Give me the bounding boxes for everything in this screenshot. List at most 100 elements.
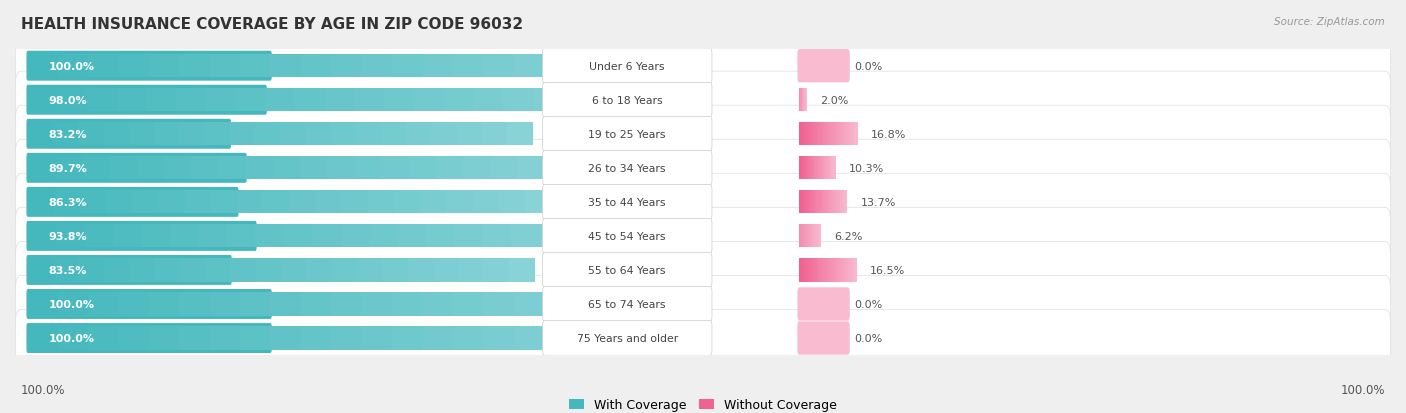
FancyBboxPatch shape — [807, 225, 808, 248]
Legend: With Coverage, Without Coverage: With Coverage, Without Coverage — [564, 393, 842, 413]
FancyBboxPatch shape — [256, 259, 281, 282]
FancyBboxPatch shape — [814, 225, 815, 248]
FancyBboxPatch shape — [543, 185, 711, 220]
FancyBboxPatch shape — [163, 157, 191, 180]
FancyBboxPatch shape — [436, 157, 464, 180]
Text: 10.3%: 10.3% — [849, 164, 884, 173]
FancyBboxPatch shape — [828, 157, 831, 180]
FancyBboxPatch shape — [543, 49, 711, 84]
FancyBboxPatch shape — [204, 123, 231, 146]
FancyBboxPatch shape — [58, 293, 89, 316]
FancyBboxPatch shape — [330, 327, 361, 350]
FancyBboxPatch shape — [146, 89, 177, 112]
FancyBboxPatch shape — [198, 225, 228, 248]
FancyBboxPatch shape — [855, 123, 858, 146]
FancyBboxPatch shape — [15, 208, 1391, 265]
FancyBboxPatch shape — [28, 191, 55, 214]
FancyBboxPatch shape — [236, 89, 266, 112]
FancyBboxPatch shape — [354, 157, 382, 180]
FancyBboxPatch shape — [422, 55, 453, 78]
FancyBboxPatch shape — [482, 55, 513, 78]
FancyBboxPatch shape — [299, 157, 328, 180]
Text: Source: ZipAtlas.com: Source: ZipAtlas.com — [1274, 17, 1385, 26]
FancyBboxPatch shape — [517, 157, 546, 180]
FancyBboxPatch shape — [340, 225, 370, 248]
FancyBboxPatch shape — [447, 191, 474, 214]
FancyBboxPatch shape — [53, 191, 82, 214]
FancyBboxPatch shape — [184, 191, 212, 214]
FancyBboxPatch shape — [831, 157, 834, 180]
FancyBboxPatch shape — [84, 225, 114, 248]
FancyBboxPatch shape — [381, 157, 409, 180]
FancyBboxPatch shape — [830, 191, 834, 214]
FancyBboxPatch shape — [159, 191, 186, 214]
FancyBboxPatch shape — [53, 259, 79, 282]
FancyBboxPatch shape — [491, 157, 517, 180]
FancyBboxPatch shape — [543, 321, 711, 356]
FancyBboxPatch shape — [28, 225, 58, 248]
FancyBboxPatch shape — [209, 327, 240, 350]
FancyBboxPatch shape — [800, 225, 801, 248]
FancyBboxPatch shape — [817, 157, 820, 180]
FancyBboxPatch shape — [818, 157, 821, 180]
Text: 0.0%: 0.0% — [855, 299, 883, 309]
FancyBboxPatch shape — [512, 225, 540, 248]
FancyBboxPatch shape — [132, 191, 159, 214]
FancyBboxPatch shape — [104, 259, 129, 282]
FancyBboxPatch shape — [432, 123, 457, 146]
FancyBboxPatch shape — [818, 225, 821, 248]
FancyBboxPatch shape — [342, 191, 368, 214]
FancyBboxPatch shape — [543, 151, 711, 186]
FancyBboxPatch shape — [823, 191, 827, 214]
FancyBboxPatch shape — [472, 191, 499, 214]
FancyBboxPatch shape — [797, 322, 849, 355]
FancyBboxPatch shape — [815, 191, 820, 214]
FancyBboxPatch shape — [27, 221, 257, 251]
FancyBboxPatch shape — [804, 191, 807, 214]
FancyBboxPatch shape — [484, 259, 509, 282]
FancyBboxPatch shape — [205, 259, 231, 282]
FancyBboxPatch shape — [814, 123, 817, 146]
Text: 0.0%: 0.0% — [855, 62, 883, 71]
FancyBboxPatch shape — [834, 157, 835, 180]
FancyBboxPatch shape — [312, 225, 342, 248]
FancyBboxPatch shape — [55, 157, 83, 180]
FancyBboxPatch shape — [357, 259, 382, 282]
Text: 100.0%: 100.0% — [48, 62, 94, 71]
FancyBboxPatch shape — [226, 225, 256, 248]
FancyBboxPatch shape — [811, 225, 813, 248]
Text: 100.0%: 100.0% — [48, 299, 94, 309]
FancyBboxPatch shape — [254, 123, 281, 146]
FancyBboxPatch shape — [543, 55, 574, 78]
FancyBboxPatch shape — [246, 157, 273, 180]
FancyBboxPatch shape — [15, 276, 1391, 333]
FancyBboxPatch shape — [332, 259, 357, 282]
FancyBboxPatch shape — [543, 327, 574, 350]
FancyBboxPatch shape — [273, 157, 301, 180]
FancyBboxPatch shape — [368, 225, 398, 248]
FancyBboxPatch shape — [426, 225, 456, 248]
FancyBboxPatch shape — [513, 293, 544, 316]
FancyBboxPatch shape — [804, 157, 807, 180]
FancyBboxPatch shape — [457, 123, 482, 146]
FancyBboxPatch shape — [107, 191, 134, 214]
FancyBboxPatch shape — [28, 89, 58, 112]
Text: 6.2%: 6.2% — [835, 231, 863, 241]
FancyBboxPatch shape — [842, 191, 845, 214]
FancyBboxPatch shape — [817, 225, 818, 248]
FancyBboxPatch shape — [800, 259, 803, 282]
FancyBboxPatch shape — [263, 191, 290, 214]
FancyBboxPatch shape — [27, 85, 267, 116]
FancyBboxPatch shape — [844, 191, 848, 214]
FancyBboxPatch shape — [180, 293, 211, 316]
FancyBboxPatch shape — [797, 50, 849, 83]
FancyBboxPatch shape — [325, 89, 356, 112]
FancyBboxPatch shape — [820, 225, 821, 248]
FancyBboxPatch shape — [831, 123, 835, 146]
FancyBboxPatch shape — [330, 55, 361, 78]
Text: 98.0%: 98.0% — [48, 95, 87, 105]
FancyBboxPatch shape — [543, 253, 711, 287]
FancyBboxPatch shape — [482, 327, 513, 350]
FancyBboxPatch shape — [149, 293, 180, 316]
FancyBboxPatch shape — [852, 123, 855, 146]
